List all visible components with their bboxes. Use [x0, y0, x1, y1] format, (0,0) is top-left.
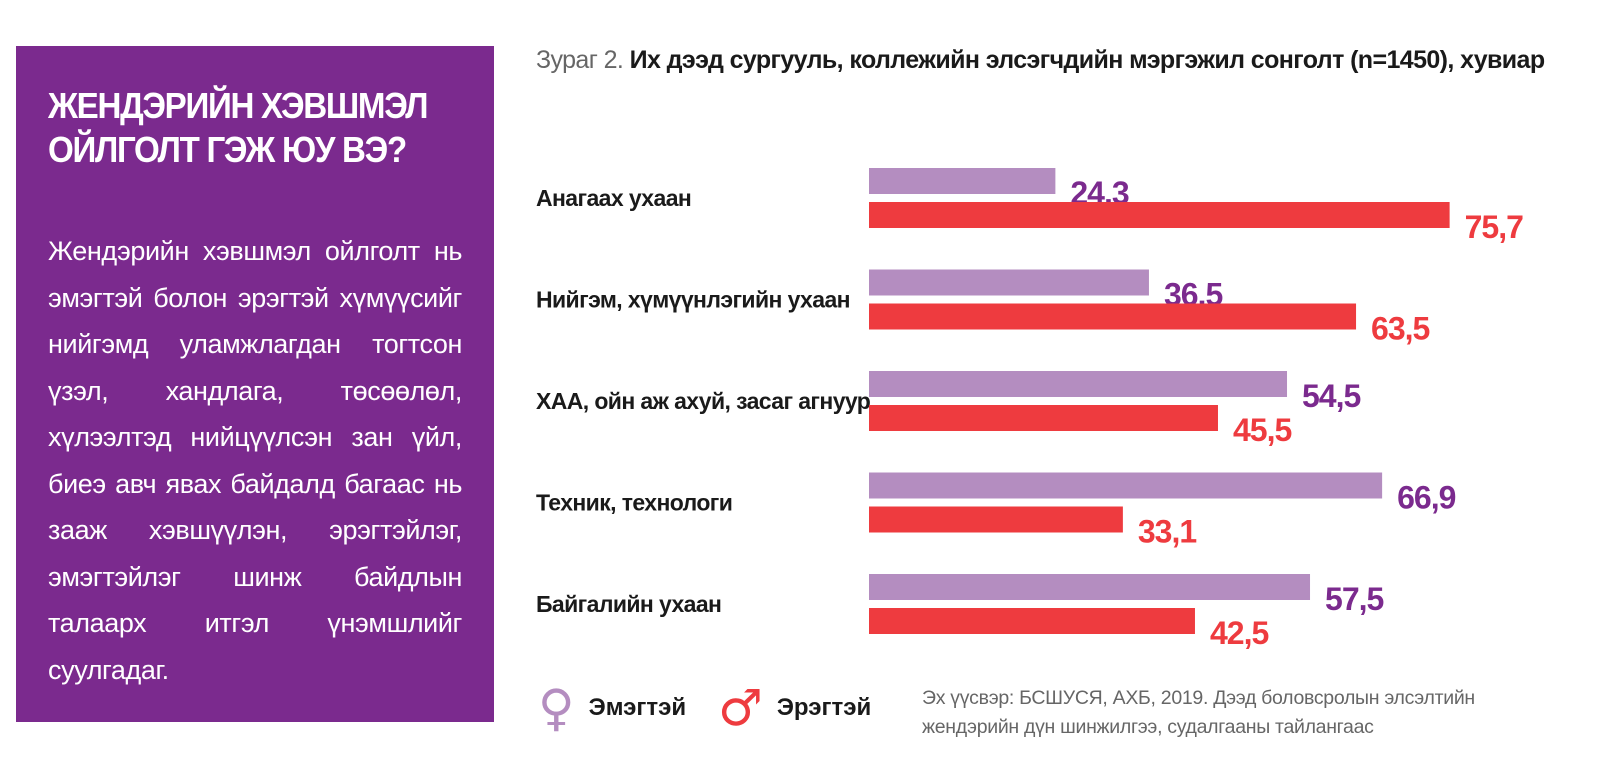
female-symbol-icon: ♀ — [538, 679, 575, 737]
male-symbol-icon: ♂ — [718, 679, 763, 737]
caption-prefix: Зураг 2. — [536, 46, 624, 74]
bar-female — [869, 269, 1149, 296]
data-label-male: 63,5 — [1371, 311, 1429, 347]
bar-female — [869, 168, 1056, 194]
data-label-female: 57,5 — [1325, 581, 1383, 617]
data-label-male: 45,5 — [1233, 412, 1291, 448]
legend-male: ♂ Эрэгтэй — [718, 678, 871, 738]
bar-female — [869, 371, 1288, 397]
category-label: Техник, технологи — [536, 490, 732, 516]
bar-male — [869, 506, 1123, 533]
category-label: Байгалийн ухаан — [536, 591, 721, 617]
chart-caption: Зураг 2. Их дээд сургууль, коллежийн элс… — [536, 46, 1586, 75]
panel-body-text: Жендэрийн хэвшмэл ойлголт нь эмэгтэй бол… — [48, 236, 462, 685]
bar-male — [869, 405, 1218, 431]
bar-male — [869, 202, 1450, 228]
legend-female: ♀ Эмэгтэй — [538, 678, 686, 738]
data-label-male: 33,1 — [1138, 514, 1196, 550]
bar-female — [869, 574, 1311, 600]
info-panel: ЖЕНДЭРИЙН ХЭВШМЭЛ ОЙЛГОЛТ ГЭЖ ЮУ ВЭ? Жен… — [16, 46, 494, 722]
legend-male-label: Эрэгтэй — [776, 694, 872, 721]
panel-title: ЖЕНДЭРИЙН ХЭВШМЭЛ ОЙЛГОЛТ ГЭЖ ЮУ ВЭ? — [48, 85, 428, 170]
bar-male — [869, 303, 1357, 330]
category-label: Анагаах ухаан — [536, 185, 691, 211]
data-label-male: 42,5 — [1210, 615, 1268, 651]
data-label-female: 54,5 — [1302, 378, 1360, 414]
caption-title: Их дээд сургууль, коллежийн элсэгчдийн м… — [629, 46, 1546, 74]
bar-female — [869, 472, 1383, 499]
data-label-female: 66,9 — [1397, 480, 1455, 516]
bar-male — [869, 608, 1195, 634]
data-label-male: 75,7 — [1465, 209, 1523, 245]
category-label: ХАА, ойн аж ахуй, засаг агнуур — [536, 388, 871, 414]
category-label: Нийгэм, хүмүүнлэгийн ухаан — [536, 287, 850, 313]
source-note: Эх үүсвэр: БСШУСЯ, АХБ, 2019. Дээд болов… — [922, 687, 1475, 738]
legend-female-label: Эмэгтэй — [588, 694, 687, 721]
